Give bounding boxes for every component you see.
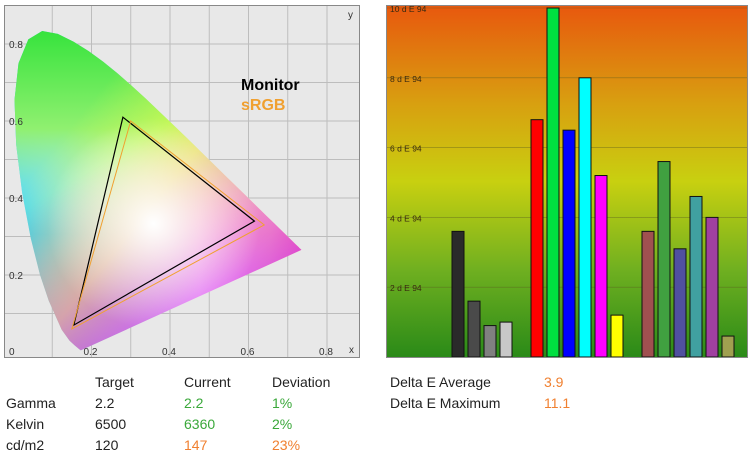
legend-monitor: Monitor (241, 77, 300, 94)
row-luminance-label: cd/m2 (6, 437, 45, 453)
delta-e-bar (530, 119, 544, 357)
delta-e-bar (562, 129, 576, 357)
cie-x-axis-label: x (349, 345, 354, 356)
gamut-triangle-monitor (72, 116, 256, 327)
delta-e-average-label: Delta E Average (390, 374, 491, 390)
cie-x-tick-label: 0.4 (162, 347, 176, 357)
delta-e-bar (483, 325, 497, 357)
delta-e-bar (451, 230, 465, 357)
cie-y-tick-label: 0.8 (9, 40, 23, 51)
row-gamma-deviation: 1% (272, 395, 293, 411)
row-kelvin-target: 6500 (95, 416, 127, 432)
row-luminance-current: 147 (184, 437, 208, 453)
cie-x-tick-label: 0 (9, 347, 15, 357)
legend-srgb: sRGB (241, 97, 285, 114)
delta-e-bar (705, 216, 719, 357)
delta-e-tick-label: 10 d E 94 (390, 6, 427, 14)
cie-diagram-panel: 0 0.2 0.4 0.6 0.8 0.2 0.4 0.6 0.8 x y Monitor sR… (4, 5, 360, 358)
delta-e-bar (689, 195, 703, 357)
delta-e-bar (610, 314, 624, 357)
delta-e-bar (641, 230, 655, 357)
delta-e-chart: 2 d E 94 4 d E 94 6 d E 94 8 d E 94 10 d E 9… (387, 6, 747, 357)
delta-e-bar (594, 175, 608, 357)
delta-e-tick-label: 8 d E 94 (390, 74, 422, 84)
delta-e-bar (546, 7, 560, 357)
delta-e-tick-label: 6 d E 94 (390, 144, 422, 154)
delta-e-maximum-value: 11.1 (544, 395, 571, 411)
header-deviation: Deviation (272, 374, 331, 390)
delta-e-bar (657, 161, 671, 357)
delta-e-tick-label: 4 d E 94 (390, 213, 422, 223)
delta-e-tick-label: 2 d E 94 (390, 283, 422, 293)
header-target: Target (95, 374, 134, 390)
gamut-triangle-srgb (71, 120, 266, 330)
delta-e-bar (578, 77, 592, 357)
cie-y-tick-label: 0.2 (9, 271, 23, 282)
delta-e-bar (721, 335, 735, 357)
cie-y-axis-label: y (348, 10, 353, 21)
row-luminance-target: 120 (95, 437, 119, 453)
delta-e-bar (467, 300, 481, 357)
row-kelvin-current: 6360 (184, 416, 216, 432)
cie-x-tick-label: 0.2 (84, 347, 98, 357)
row-gamma-current: 2.2 (184, 395, 204, 411)
header-current: Current (184, 374, 231, 390)
row-gamma-target: 2.2 (95, 395, 115, 411)
delta-e-average-value: 3.9 (544, 374, 564, 390)
cie-y-tick-label: 0.6 (9, 117, 23, 128)
row-luminance-deviation: 23% (272, 437, 301, 453)
cie-x-tick-label: 0.8 (319, 347, 333, 357)
cie-x-tick-label: 0.6 (241, 347, 255, 357)
row-kelvin-deviation: 2% (272, 416, 293, 432)
delta-e-chart-panel: 2 d E 94 4 d E 94 6 d E 94 8 d E 94 10 d E 9… (386, 5, 748, 358)
cie-chart: 0 0.2 0.4 0.6 0.8 0.2 0.4 0.6 0.8 x y Monitor sR… (5, 6, 359, 357)
cie-y-tick-label: 0.4 (9, 194, 23, 205)
delta-e-bar (499, 321, 513, 357)
delta-e-maximum-label: Delta E Maximum (390, 395, 501, 411)
cie-horseshoe-fill (14, 31, 302, 351)
row-kelvin-label: Kelvin (6, 416, 45, 432)
row-gamma-label: Gamma (6, 395, 56, 411)
delta-e-bar (673, 248, 687, 357)
